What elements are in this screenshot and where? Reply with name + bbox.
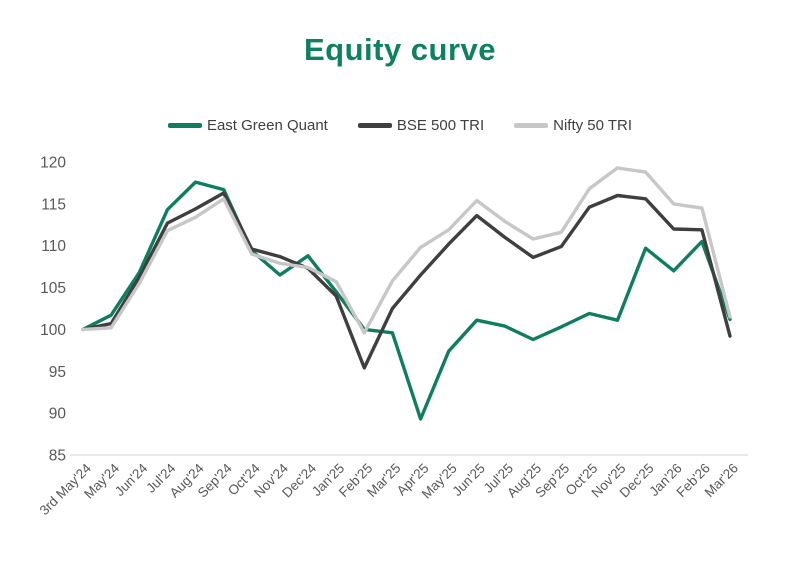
y-axis-tick-label: 110 (41, 238, 66, 255)
series-line-bse-500-tri (81, 191, 732, 370)
y-axis-tick-label: 90 (49, 406, 67, 423)
legend-line-swatch-icon (514, 123, 549, 128)
y-axis-tick-label: 120 (40, 155, 66, 172)
y-axis-tick-label: 95 (49, 364, 66, 381)
y-axis-tick-label: 100 (40, 322, 66, 339)
legend-item-nifty-50-tri: Nifty 50 TRI (514, 117, 632, 134)
chart-legend: East Green Quant BSE 500 TRI Nifty 50 TR… (0, 117, 800, 134)
legend-line-swatch-icon (167, 123, 202, 128)
legend-label: BSE 500 TRI (396, 117, 485, 134)
legend-item-east-green-quant: East Green Quant (167, 117, 328, 134)
x-axis-label: Jun'24 (112, 460, 151, 499)
series-line-east-green-quant (81, 180, 732, 421)
series-line-nifty-50-tri (81, 166, 732, 335)
y-axis-tick-label: 85 (49, 448, 66, 465)
y-axis-tick-label: 105 (40, 280, 66, 297)
x-axis-label: Jun'25 (449, 461, 487, 499)
legend-item-bse-500-tri: BSE 500 TRI (357, 117, 485, 134)
legend-label: East Green Quant (206, 117, 328, 134)
y-axis-tick-label: 115 (41, 196, 66, 213)
legend-label: Nifty 50 TRI (553, 117, 633, 134)
legend-line-swatch-icon (357, 123, 392, 128)
chart-title: Equity curve (303, 32, 497, 67)
